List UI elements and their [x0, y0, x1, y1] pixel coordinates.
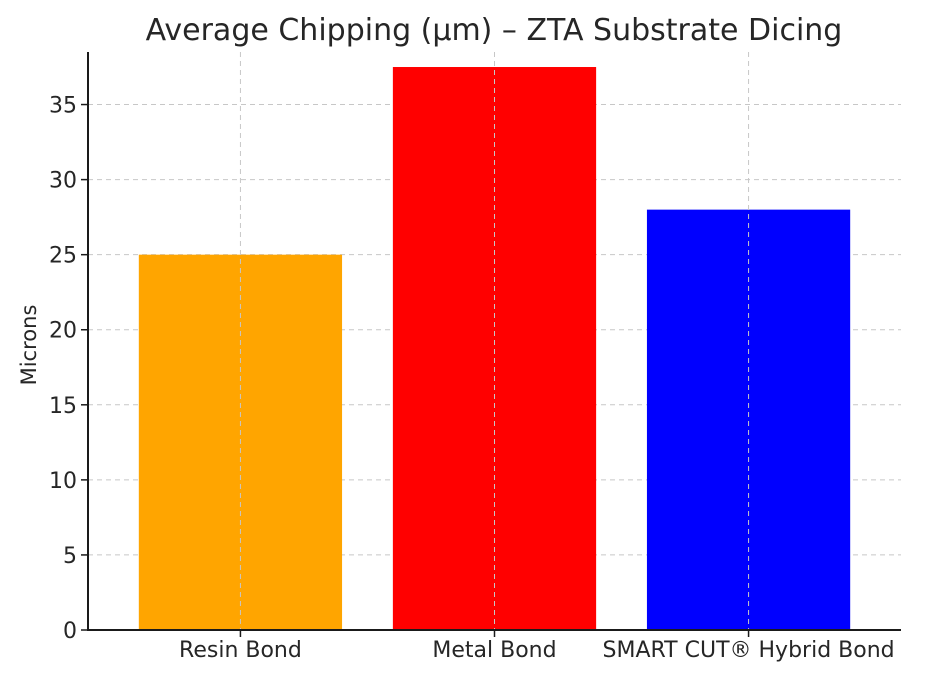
y-tick-label: 15	[49, 394, 77, 419]
y-tick-label: 30	[49, 169, 77, 194]
y-tick-label: 10	[49, 469, 77, 494]
y-ticks: 0 5 10 15 20 25 30 35	[49, 94, 88, 644]
y-axis-label: Microns	[17, 305, 41, 386]
y-tick-label: 20	[49, 319, 77, 344]
x-tick-label: SMART CUT® Hybrid Bond	[603, 638, 895, 663]
y-tick-label: 5	[63, 544, 77, 569]
x-tick-label: Metal Bond	[432, 638, 556, 663]
y-tick-label: 35	[49, 94, 77, 119]
chart-title: Average Chipping (µm) – ZTA Substrate Di…	[146, 13, 843, 48]
y-tick-label: 0	[63, 619, 77, 644]
x-ticks: Resin Bond Metal Bond SMART CUT® Hybrid Bo…	[179, 630, 895, 663]
vertical-gridlines	[239, 52, 750, 630]
y-tick-label: 25	[49, 244, 77, 269]
x-tick-label: Resin Bond	[179, 638, 302, 663]
